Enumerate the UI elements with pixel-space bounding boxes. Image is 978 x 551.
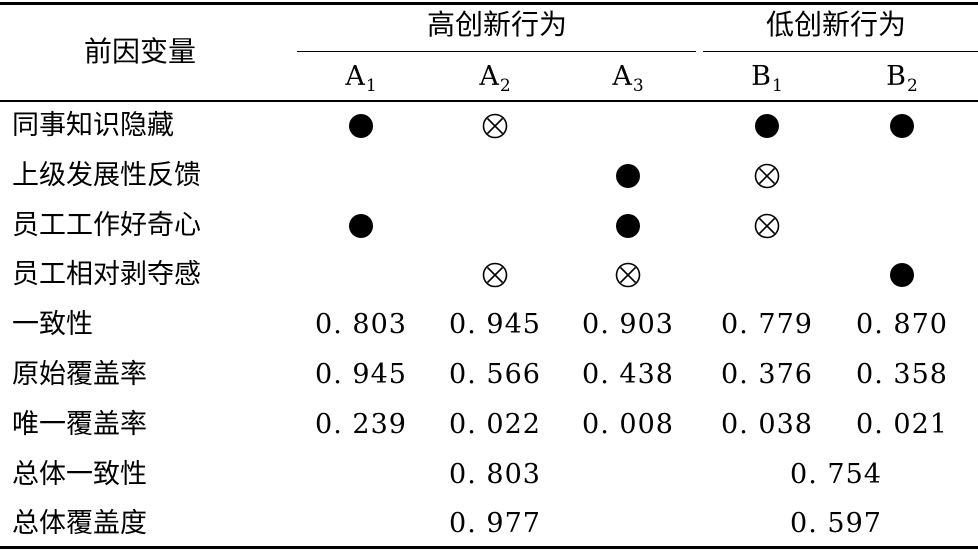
- config-letter: B: [751, 61, 772, 92]
- config-subscript: 1: [772, 76, 783, 96]
- metric-label: 唯一覆盖率: [12, 408, 147, 440]
- config-header-a1: A1: [345, 63, 376, 95]
- antecedent-header: 前因变量: [84, 35, 197, 68]
- metric-value: 0. 021: [856, 408, 948, 440]
- low-group-header: 低创新行为: [765, 8, 907, 41]
- condition-label: 同事知识隐藏: [12, 110, 174, 141]
- metric-value: 0. 022: [449, 408, 541, 440]
- core-present-icon: [349, 114, 373, 138]
- low-group-underline: [703, 51, 978, 52]
- core-absent-icon: [615, 263, 641, 288]
- core-present-icon: [349, 213, 373, 238]
- config-header-b1: B1: [751, 63, 783, 95]
- metric-value: 0. 358: [856, 359, 948, 390]
- metric-value: 0. 038: [721, 408, 813, 440]
- core-absent-icon: [754, 213, 780, 238]
- config-header-a3: A3: [612, 63, 643, 95]
- core-present-icon: [890, 263, 914, 288]
- config-header-b2: B2: [886, 63, 918, 95]
- metric-value: 0. 870: [856, 309, 948, 341]
- core-absent-icon: [754, 163, 780, 189]
- config-subscript: 2: [499, 76, 511, 96]
- header-rule: [0, 100, 978, 102]
- config-letter: A: [345, 61, 365, 92]
- metric-value: 0. 779: [721, 309, 813, 341]
- metric-value: 0. 008: [582, 408, 674, 440]
- high-group-underline: [297, 51, 696, 52]
- core-absent-icon: [482, 263, 508, 288]
- config-header-a2: A2: [479, 63, 510, 95]
- config-letter: A: [612, 61, 632, 92]
- bottom-rule: [0, 546, 978, 549]
- core-present-icon: [890, 114, 914, 138]
- metric-value: 0. 903: [582, 309, 674, 341]
- config-subscript: 2: [907, 76, 918, 96]
- top-rule: [0, 2, 978, 5]
- core-absent-icon: [482, 113, 508, 139]
- overall-label: 总体覆盖度: [12, 508, 147, 540]
- config-letter: A: [479, 61, 499, 92]
- metric-label: 一致性: [12, 309, 93, 341]
- metric-value: 0. 376: [721, 359, 813, 390]
- high-group-header: 高创新行为: [426, 8, 568, 41]
- condition-label: 上级发展性反馈: [12, 159, 201, 191]
- condition-label: 员工相对剥夺感: [12, 259, 201, 291]
- overall-label: 总体一致性: [12, 458, 147, 490]
- condition-label: 员工工作好奇心: [12, 209, 201, 241]
- metric-value: 0. 945: [315, 359, 407, 390]
- config-letter: B: [886, 61, 907, 92]
- core-present-icon: [616, 163, 640, 188]
- core-present-icon: [755, 114, 779, 138]
- metric-value: 0. 239: [315, 408, 407, 440]
- overall-high-value: 0. 977: [449, 508, 541, 540]
- metric-label: 原始覆盖率: [12, 359, 147, 390]
- overall-low-value: 0. 754: [790, 458, 882, 490]
- metric-value: 0. 438: [582, 359, 674, 390]
- core-present-icon: [616, 213, 640, 238]
- metric-value: 0. 945: [449, 309, 541, 341]
- config-subscript: 3: [632, 76, 644, 96]
- metric-value: 0. 566: [449, 359, 541, 390]
- overall-low-value: 0. 597: [790, 508, 882, 540]
- config-subscript: 1: [365, 76, 377, 96]
- metric-value: 0. 803: [315, 309, 407, 341]
- overall-high-value: 0. 803: [449, 458, 541, 490]
